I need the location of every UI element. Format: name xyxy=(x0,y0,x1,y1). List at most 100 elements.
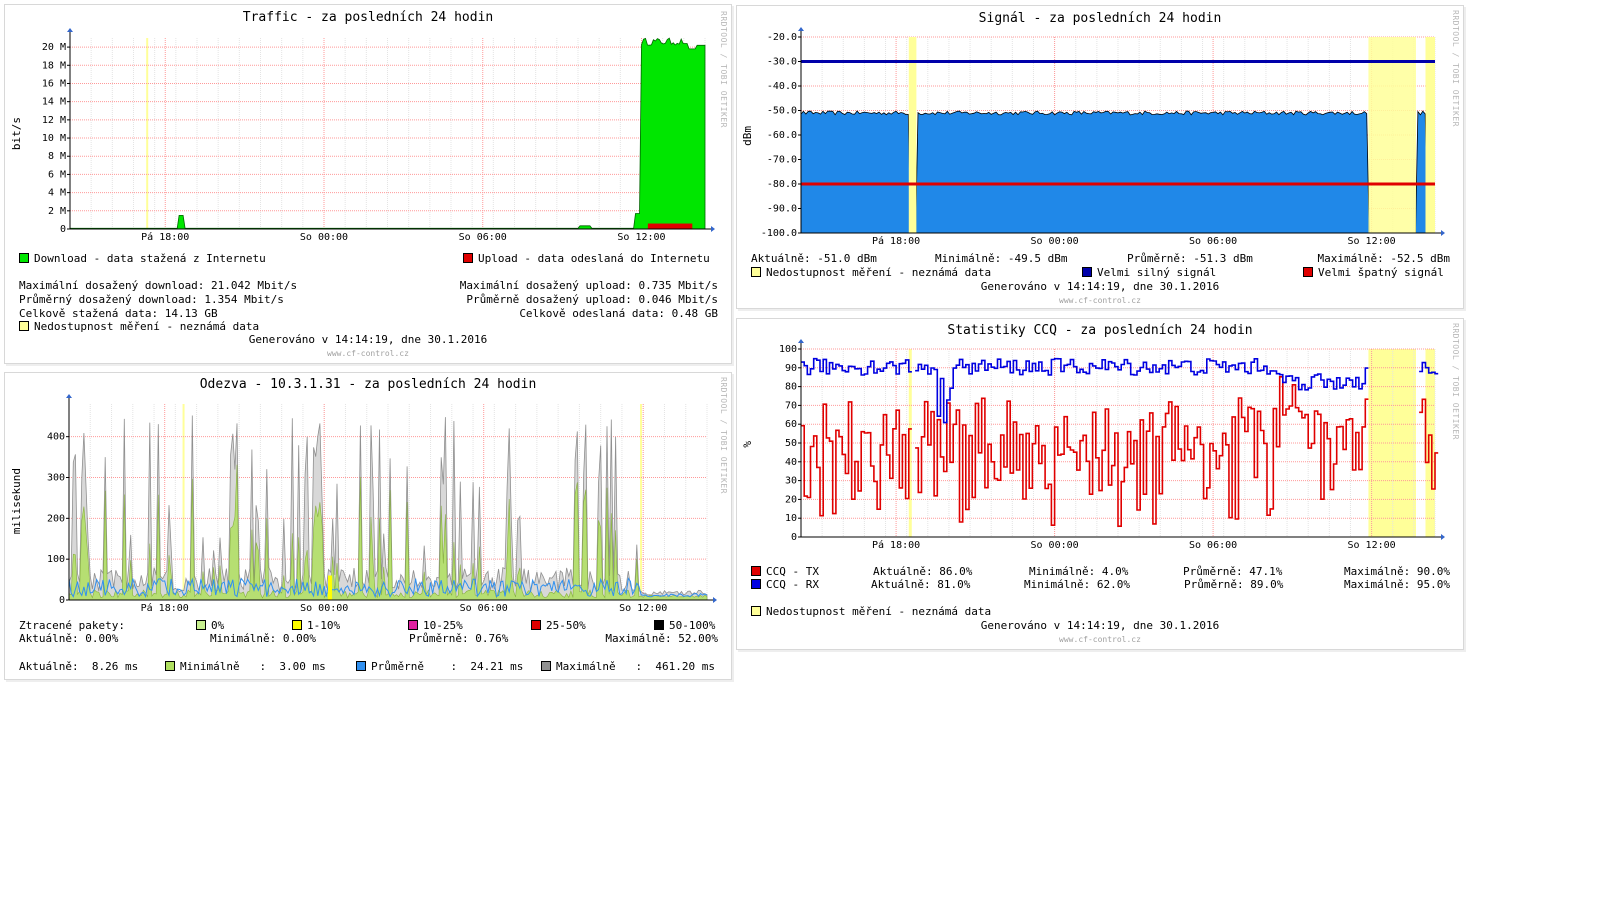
signal-legend-weak: Velmi špatný signál xyxy=(1303,266,1444,279)
x-tick-label: So 12:00 xyxy=(1348,540,1396,551)
y-axis-arrow xyxy=(66,394,72,398)
y-tick-label: 20 M xyxy=(42,42,66,53)
y-tick-label: 30 xyxy=(785,476,797,487)
unavail-legend-label: Nedostupnost měření - neznámá data xyxy=(34,320,260,333)
x-tick-label: Pá 18:00 xyxy=(872,539,920,551)
traffic-avg-down: Průměrný dosažený download: 1.354 Mbit/s xyxy=(19,293,284,306)
unavail-band xyxy=(1425,349,1435,537)
tx-swatch xyxy=(751,566,761,576)
upload-swatch xyxy=(463,253,473,263)
y-tick-label: 60 xyxy=(785,419,797,430)
y-tick-label: 90 xyxy=(785,363,797,374)
rtt-max-label: Maximálně xyxy=(556,660,616,673)
x-axis-arrow xyxy=(1441,230,1445,236)
traffic-avg-up: Průměrně dosažený upload: 0.046 Mbit/s xyxy=(466,293,718,306)
loss-0-swatch xyxy=(196,620,206,630)
unavail-band xyxy=(182,404,185,600)
x-tick-label: So 06:00 xyxy=(1189,236,1237,247)
unavail-band xyxy=(1368,349,1416,537)
y-tick-label: 300 xyxy=(47,473,65,484)
y-tick-label: 100 xyxy=(47,554,65,565)
loss-legend-1: 1-10% xyxy=(292,619,340,632)
rtt-max-value: : 461.20 ms xyxy=(635,660,715,673)
y-tick-label: 8 M xyxy=(48,151,66,162)
ccq-tx-cur: Aktuálně: 86.0% xyxy=(873,565,973,578)
signal-avg: Průměrně: -51.3 dBm xyxy=(1127,252,1253,265)
rtt-min: Minimálně : 3.00 ms xyxy=(165,660,326,673)
traffic-legend-upload: Upload - data odeslaná do Internetu xyxy=(463,252,710,265)
x-tick-label: So 12:00 xyxy=(1348,236,1396,247)
signal-title: Signál - za posledních 24 hodin xyxy=(978,11,1222,26)
loss-label: Ztracené pakety: xyxy=(19,619,125,632)
y-tick-label: 0 xyxy=(59,595,65,606)
response-title: Odezva - 10.3.1.31 - za posledních 24 ho… xyxy=(199,377,537,392)
x-axis-arrow xyxy=(1441,534,1445,540)
weak-legend-label: Velmi špatný signál xyxy=(1318,266,1444,279)
rtt-min-value: : 3.00 ms xyxy=(259,660,326,673)
loss-4-swatch xyxy=(654,620,664,630)
loss-1-label: 1-10% xyxy=(307,619,341,632)
y-tick-label: -30.0 xyxy=(767,57,797,68)
traffic-max-down: Maximální dosažený download: 21.042 Mbit… xyxy=(19,279,298,292)
rx-swatch xyxy=(751,579,761,589)
y-tick-label: -100.0 xyxy=(761,228,797,239)
traffic-footer: www.cf-control.cz xyxy=(327,349,409,358)
x-axis-arrow xyxy=(713,597,717,603)
traffic-generated: Generováno v 14:14:19, dne 30.1.2016 xyxy=(248,333,488,346)
loss-min: Minimálně: 0.00% xyxy=(210,632,316,645)
traffic-max-up: Maximální dosažený upload: 0.735 Mbit/s xyxy=(459,279,718,292)
ccq-tx-max: Maximálně: 90.0% xyxy=(1344,565,1450,578)
watermark: RRDTOOL / TOBI OETIKER xyxy=(1451,323,1460,440)
unavail-band xyxy=(1425,37,1435,233)
unavail-band xyxy=(908,37,917,233)
rtt-max: Maximálně : 461.20 ms xyxy=(541,660,715,673)
y-tick-label: 2 M xyxy=(48,206,66,217)
download-swatch xyxy=(19,253,29,263)
ccq-tx-line xyxy=(801,376,1439,527)
signal-generated: Generováno v 14:14:19, dne 30.1.2016 xyxy=(980,280,1220,293)
y-tick-label: 16 M xyxy=(42,78,66,89)
ccq-tx-avg: Průměrně: 47.1% xyxy=(1183,565,1283,578)
x-tick-label: So 06:00 xyxy=(460,603,508,614)
response-panel: Odezva - 10.3.1.31 - za posledních 24 ho… xyxy=(4,372,732,680)
strong-swatch xyxy=(1082,267,1092,277)
weak-swatch xyxy=(1303,267,1313,277)
ccq-legend-unavail: Nedostupnost měření - neznámá data xyxy=(751,605,991,618)
loss-legend-2: 10-25% xyxy=(408,619,463,632)
ccq-title: Statistiky CCQ - za posledních 24 hodin xyxy=(947,323,1253,338)
y-tick-label: 50 xyxy=(785,438,797,449)
y-tick-label: -90.0 xyxy=(767,204,797,215)
y-tick-label: 400 xyxy=(47,432,65,443)
tx-label: CCQ - TX xyxy=(766,565,819,578)
signal-cur: Aktuálně: -51.0 dBm xyxy=(751,252,877,265)
ccq-rx-min: Minimálně: 62.0% xyxy=(1024,578,1130,591)
ccq-tx-min: Minimálně: 4.0% xyxy=(1029,565,1129,578)
y-tick-label: -40.0 xyxy=(767,81,797,92)
rtt-avg-label: Průměrně xyxy=(371,660,424,673)
strong-legend-label: Velmi silný signál xyxy=(1097,266,1217,279)
x-tick-label: So 00:00 xyxy=(1031,236,1079,247)
x-axis-arrow xyxy=(711,226,715,232)
loss-bar xyxy=(328,575,333,600)
y-tick-label: 18 M xyxy=(42,60,66,71)
y-tick-label: -80.0 xyxy=(767,179,797,190)
signal-panel: Signál - za posledních 24 hodin RRDTOOL … xyxy=(736,5,1464,309)
unavail-band xyxy=(908,349,912,537)
y-tick-label: 14 M xyxy=(42,97,66,108)
download-area xyxy=(69,37,706,230)
rtt-avg-swatch xyxy=(356,661,366,671)
ccq-rx-cur: Aktuálně: 81.0% xyxy=(871,578,971,591)
x-tick-label: So 00:00 xyxy=(300,603,348,614)
unavail-band xyxy=(1368,37,1416,233)
ccq-footer: www.cf-control.cz xyxy=(1059,635,1141,644)
y-tick-label: 0 xyxy=(60,224,66,235)
loss-2-swatch xyxy=(408,620,418,630)
y-tick-label: 80 xyxy=(785,382,797,393)
loss-avg: Průměrně: 0.76% xyxy=(409,632,509,645)
signal-footer: www.cf-control.cz xyxy=(1059,296,1141,305)
traffic-total-up: Celkově odeslaná data: 0.48 GB xyxy=(519,307,718,320)
rtt-max-swatch xyxy=(541,661,551,671)
loss-legend-0: 0% xyxy=(196,619,224,632)
upload-area xyxy=(647,223,693,229)
x-tick-label: So 00:00 xyxy=(300,232,348,243)
